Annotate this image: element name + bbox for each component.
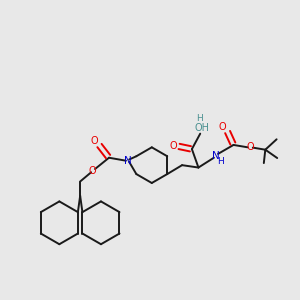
Text: OH: OH <box>194 123 209 133</box>
Text: O: O <box>246 142 254 152</box>
Text: N: N <box>124 156 131 166</box>
Text: N: N <box>212 151 220 161</box>
Text: O: O <box>219 122 226 132</box>
Text: H: H <box>217 157 224 166</box>
Text: O: O <box>169 141 177 151</box>
Text: O: O <box>89 166 96 176</box>
Text: H: H <box>196 114 203 123</box>
Text: O: O <box>91 136 98 146</box>
